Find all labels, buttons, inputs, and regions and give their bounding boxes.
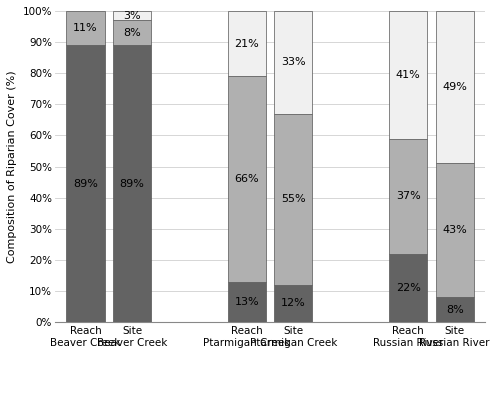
Text: 89%: 89% xyxy=(73,179,98,189)
Bar xyxy=(228,282,266,322)
Y-axis label: Composition of Riparian Cover (%): Composition of Riparian Cover (%) xyxy=(7,70,17,263)
Bar xyxy=(389,254,428,322)
Text: 37%: 37% xyxy=(396,191,420,201)
Bar xyxy=(228,11,266,76)
Text: 8%: 8% xyxy=(446,305,464,315)
Text: 21%: 21% xyxy=(234,39,259,49)
Bar xyxy=(436,11,474,164)
Bar xyxy=(436,297,474,322)
Bar xyxy=(436,164,474,297)
Bar xyxy=(113,45,151,322)
Text: 11%: 11% xyxy=(73,23,98,33)
Bar xyxy=(274,114,312,285)
Text: 8%: 8% xyxy=(123,28,141,38)
Text: 55%: 55% xyxy=(281,194,305,204)
Bar xyxy=(228,76,266,282)
Text: 22%: 22% xyxy=(396,283,420,293)
Text: 12%: 12% xyxy=(281,299,305,309)
Text: 89%: 89% xyxy=(120,179,144,189)
Text: 43%: 43% xyxy=(442,225,467,235)
Bar xyxy=(389,11,428,138)
Bar xyxy=(66,11,104,45)
Text: 13%: 13% xyxy=(234,297,259,307)
Bar xyxy=(274,11,312,114)
Bar xyxy=(274,285,312,322)
Text: 41%: 41% xyxy=(396,70,420,80)
Text: 3%: 3% xyxy=(123,11,141,21)
Text: 66%: 66% xyxy=(234,174,259,184)
Bar xyxy=(66,45,104,322)
Text: 49%: 49% xyxy=(442,82,467,92)
Bar xyxy=(113,20,151,45)
Bar xyxy=(389,138,428,254)
Bar xyxy=(113,11,151,20)
Text: 33%: 33% xyxy=(281,57,305,67)
